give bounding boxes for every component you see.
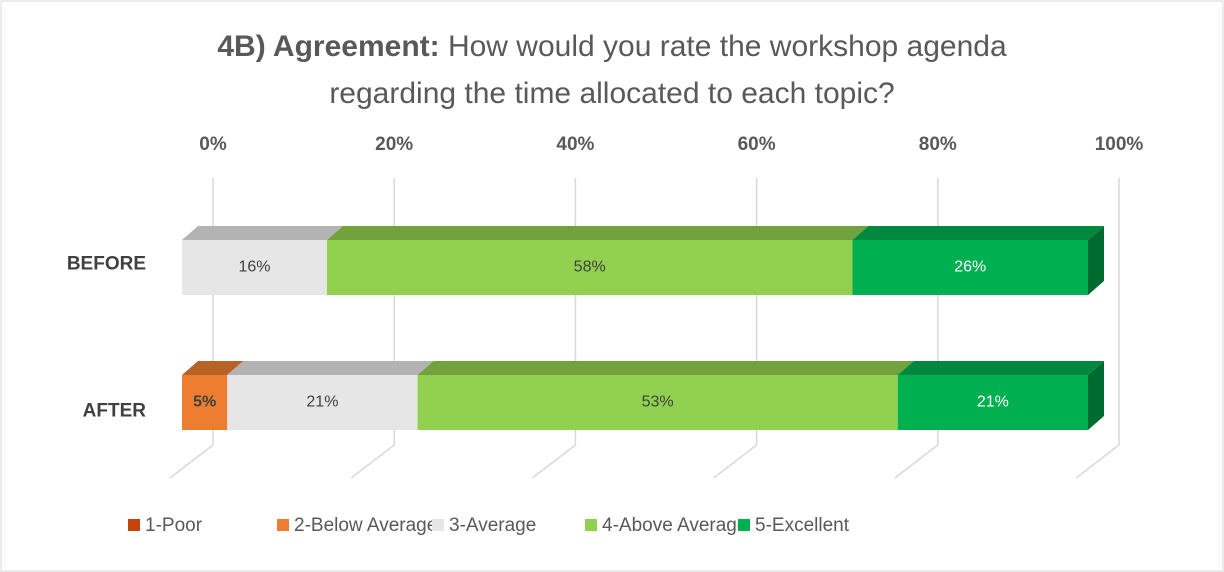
bar-side-face <box>1088 226 1104 295</box>
legend-swatch <box>128 519 140 531</box>
bar <box>182 240 327 295</box>
data-label: 58% <box>574 259 606 276</box>
x-tick-label: 40% <box>556 134 594 155</box>
title-rest: How would you rate the workshop agenda <box>440 30 1007 63</box>
bar-top-face <box>897 361 1104 375</box>
category-label: BEFORE <box>67 254 146 275</box>
chart-title-line2: regarding the time allocated to each top… <box>329 77 894 110</box>
bar-top-face <box>227 361 434 375</box>
x-tick-label: 80% <box>919 134 957 155</box>
bar <box>182 375 228 430</box>
bar-segment: 53% <box>417 361 914 430</box>
bar <box>852 240 1088 295</box>
data-label: 16% <box>238 259 270 276</box>
data-label: 53% <box>642 394 674 411</box>
bar-top-face <box>182 361 244 375</box>
x-tick-label: 20% <box>375 134 413 155</box>
x-tick-label: 100% <box>1095 134 1144 155</box>
bar-top-face <box>182 226 343 240</box>
bar <box>417 375 898 430</box>
bar <box>227 375 418 430</box>
legend-swatch <box>585 519 597 531</box>
bar-top-face <box>852 226 1104 240</box>
bar-segment: 16% <box>182 226 343 295</box>
legend-label: 2-Below Average <box>294 515 437 536</box>
legend-swatch <box>277 519 289 531</box>
category-label: AFTER <box>83 401 147 422</box>
x-tick-label: 60% <box>738 134 776 155</box>
grid-line <box>1075 178 1120 479</box>
legend-label: 4-Above Average <box>602 515 747 536</box>
legend-label: 5-Excellent <box>755 515 850 536</box>
legend-swatch <box>432 519 444 531</box>
legend-label: 3-Average <box>449 515 536 536</box>
legend-swatch <box>738 519 750 531</box>
x-tick-label: 0% <box>199 134 227 155</box>
legend-label: 1-Poor <box>145 515 203 536</box>
title-lead: 4B) Agreement: <box>217 30 439 63</box>
data-label: 5% <box>193 394 216 411</box>
bar <box>326 240 853 295</box>
bar-top-face <box>417 361 914 375</box>
chart-title: 4B) Agreement: How would you rate the wo… <box>217 30 1007 63</box>
bar-segment: 26% <box>852 226 1104 295</box>
bar <box>897 375 1088 430</box>
bar-side-face <box>1088 361 1104 430</box>
bar-segment: 58% <box>326 226 869 295</box>
data-label: 21% <box>977 394 1009 411</box>
bar-segment: 21% <box>897 361 1104 430</box>
bar-segment: 5% <box>182 361 244 430</box>
bar-top-face <box>326 226 869 240</box>
data-label: 21% <box>306 394 338 411</box>
bar-segment: 21% <box>227 361 434 430</box>
data-label: 26% <box>954 259 986 276</box>
